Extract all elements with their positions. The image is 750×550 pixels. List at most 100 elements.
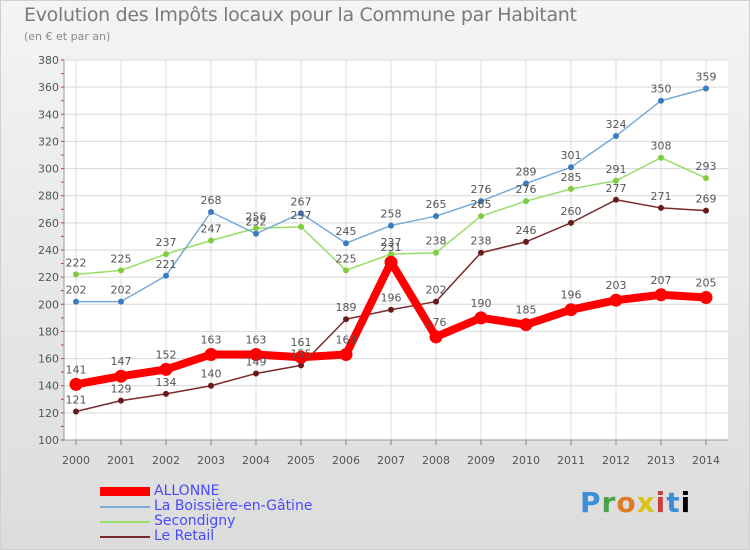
- data-point-la-boissiere: [298, 210, 304, 217]
- data-label-le-retail: 196: [381, 292, 402, 305]
- data-point-secondigny: [388, 251, 394, 258]
- data-label-le-retail: 140: [201, 368, 222, 381]
- data-label-la-boissiere: 252: [246, 216, 267, 229]
- data-point-le-retail: [253, 370, 259, 377]
- x-tick-label: 2004: [242, 454, 270, 467]
- data-label-allonne: 176: [426, 316, 447, 329]
- data-label-le-retail: 149: [246, 356, 267, 369]
- x-tick-label: 2011: [557, 454, 585, 467]
- data-point-allonne: [159, 362, 173, 376]
- data-label-secondigny: 291: [606, 163, 627, 176]
- data-point-le-retail: [118, 397, 124, 404]
- data-label-secondigny: 265: [471, 198, 492, 211]
- data-point-la-boissiere: [208, 209, 214, 215]
- legend-label-le-retail: Le Retail: [154, 528, 215, 544]
- data-point-secondigny: [298, 223, 304, 230]
- data-point-allonne: [654, 288, 668, 302]
- x-tick-label: 2003: [197, 454, 225, 467]
- data-label-allonne: 163: [246, 334, 267, 347]
- x-tick-label: 2010: [512, 454, 540, 467]
- x-tick-label: 2008: [422, 454, 450, 467]
- data-label-la-boissiere: 265: [426, 198, 447, 211]
- legend-label-la-boissiere: La Boissière-en-Gâtine: [154, 498, 313, 514]
- data-point-secondigny: [208, 237, 214, 244]
- data-point-allonne: [69, 377, 83, 391]
- data-point-le-retail: [163, 390, 169, 397]
- data-point-le-retail: [343, 316, 349, 323]
- data-point-allonne: [114, 369, 128, 383]
- data-label-la-boissiere: 301: [561, 149, 582, 162]
- x-tick-label: 2000: [62, 454, 90, 467]
- data-label-le-retail: 238: [471, 235, 492, 248]
- data-label-allonne: 196: [561, 289, 582, 302]
- data-label-le-retail: 134: [156, 376, 177, 389]
- data-point-la-boissiere: [343, 240, 349, 247]
- data-label-secondigny: 225: [111, 252, 132, 265]
- y-tick-label: 100: [38, 434, 59, 447]
- data-label-secondigny: 276: [516, 183, 537, 196]
- legend-swatch-secondigny: [100, 521, 150, 523]
- legend-label-allonne: ALLONNE: [154, 483, 220, 499]
- data-point-le-retail: [658, 204, 664, 211]
- data-label-le-retail: 121: [66, 394, 87, 407]
- data-point-allonne: [564, 303, 578, 317]
- x-tick-label: 2014: [692, 454, 720, 467]
- data-label-le-retail: 155: [291, 347, 312, 360]
- data-point-secondigny: [343, 267, 349, 274]
- data-label-le-retail: 269: [696, 193, 717, 206]
- data-point-secondigny: [73, 271, 79, 278]
- data-label-la-boissiere: 324: [606, 118, 627, 131]
- data-label-secondigny: 237: [156, 236, 177, 249]
- x-tick-label: 2012: [602, 454, 630, 467]
- data-label-secondigny: 308: [651, 140, 672, 153]
- x-tick-label: 2007: [377, 454, 405, 467]
- data-label-allonne: 185: [516, 304, 537, 317]
- data-point-secondigny: [433, 249, 439, 256]
- data-point-allonne: [519, 318, 533, 332]
- y-tick-label: 380: [38, 54, 59, 67]
- y-tick-label: 180: [38, 325, 59, 338]
- data-point-secondigny: [253, 225, 259, 232]
- data-label-allonne: 163: [336, 334, 357, 347]
- data-label-allonne: 207: [651, 274, 672, 287]
- x-tick-label: 2002: [152, 454, 180, 467]
- data-label-la-boissiere: 350: [651, 83, 672, 96]
- data-point-la-boissiere: [433, 213, 439, 220]
- data-label-secondigny: 225: [336, 252, 357, 265]
- x-tick-label: 2013: [647, 454, 675, 467]
- y-tick-label: 240: [38, 244, 59, 257]
- y-tick-label: 280: [38, 190, 59, 203]
- y-tick-label: 120: [38, 407, 59, 420]
- data-point-secondigny: [478, 213, 484, 220]
- data-label-allonne: 161: [291, 336, 312, 349]
- data-point-la-boissiere: [703, 85, 709, 92]
- legend-swatch-la-boissiere: [100, 506, 150, 508]
- data-point-secondigny: [118, 267, 124, 274]
- data-point-le-retail: [523, 238, 529, 245]
- data-point-la-boissiere: [253, 230, 259, 237]
- x-tick-label: 2006: [332, 454, 360, 467]
- data-point-allonne: [294, 350, 308, 364]
- data-label-allonne: 147: [111, 355, 132, 368]
- data-point-secondigny: [568, 185, 574, 192]
- data-point-secondigny: [523, 198, 529, 205]
- data-point-le-retail: [208, 382, 214, 389]
- legend-swatch-allonne: [100, 487, 150, 496]
- data-label-la-boissiere: 258: [381, 208, 402, 221]
- legend-label-secondigny: Secondigny: [154, 513, 236, 529]
- data-point-allonne: [609, 293, 623, 307]
- data-label-secondigny: 293: [696, 160, 717, 173]
- data-label-la-boissiere: 202: [66, 284, 87, 297]
- data-point-allonne: [249, 348, 263, 361]
- data-point-allonne: [429, 330, 443, 344]
- y-tick-label: 200: [38, 298, 59, 311]
- data-label-la-boissiere: 202: [111, 284, 132, 297]
- data-point-secondigny: [613, 177, 619, 184]
- data-label-allonne: 190: [471, 297, 492, 310]
- data-label-la-boissiere: 359: [696, 71, 717, 84]
- data-point-la-boissiere: [523, 180, 529, 187]
- data-point-secondigny: [703, 175, 709, 182]
- x-tick-label: 2005: [287, 454, 315, 467]
- y-tick-label: 260: [38, 217, 59, 230]
